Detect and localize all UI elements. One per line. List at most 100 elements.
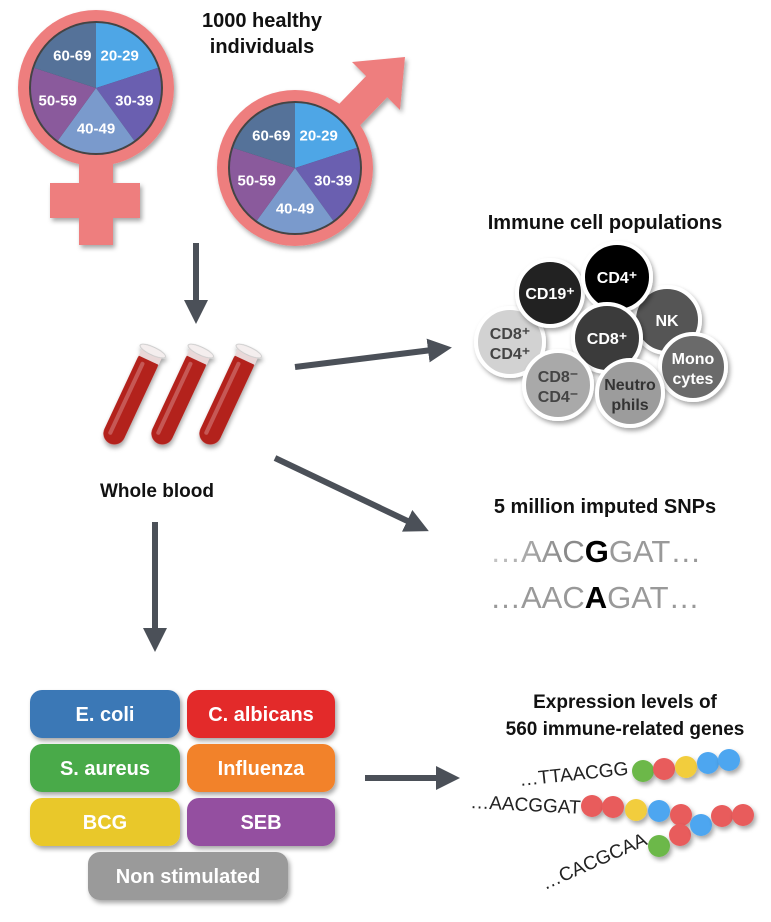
male-pie-slice-40-49 xyxy=(256,168,334,234)
stimulus-label: C. albicans xyxy=(208,704,314,726)
cell-label-line1: CD8⁺ xyxy=(490,326,530,343)
cell-label-line1: CD8⁻ xyxy=(538,369,578,386)
female-pie-slice-20-29 xyxy=(96,23,158,88)
male-pie-label: 60-69 xyxy=(252,127,290,144)
female-pie-label: 30-39 xyxy=(115,92,153,109)
stimulus-e-coli: E. coli xyxy=(30,690,180,738)
expression-bead xyxy=(625,799,647,821)
expression-bead xyxy=(732,804,754,826)
stimulus-label: SEB xyxy=(240,812,281,834)
male-pie-slice-30-39 xyxy=(295,147,360,221)
immune-cell: CD8⁺ xyxy=(571,302,643,374)
cell-label-line1: Mono xyxy=(672,351,715,368)
stimulus-seb: SEB xyxy=(187,798,335,846)
cell-label-line1: CD8⁺ xyxy=(587,331,627,348)
stimulus-influenza: Influenza xyxy=(187,744,335,792)
stimulus-bcg: BCG xyxy=(30,798,180,846)
stimulus-label: E. coli xyxy=(76,704,135,726)
expression-bead xyxy=(602,796,624,818)
expression-bead xyxy=(653,758,675,780)
stimulus-label: S. aureus xyxy=(60,758,150,780)
snp-seq2-variant: A xyxy=(585,580,607,615)
expression-bead xyxy=(711,805,733,827)
sequence-text: …AACGGAT xyxy=(470,792,582,819)
male-pie-slice-60-69 xyxy=(233,103,295,168)
expression-title-line2: 560 immune-related genes xyxy=(506,719,745,740)
expression-bead xyxy=(670,804,692,826)
expression-bead xyxy=(581,795,603,817)
cell-label-line1: NK xyxy=(655,313,679,330)
expression-bead xyxy=(690,814,712,836)
stimulus-label: Influenza xyxy=(218,758,306,780)
stimuli-grid: E. coli C. albicans S. aureus Influenza BCG S… xyxy=(30,690,335,900)
cell-label-line1: CD4⁺ xyxy=(597,270,637,287)
cell-label-line2: CD4⁻ xyxy=(538,389,578,406)
snps-title: 5 million imputed SNPs xyxy=(494,496,716,518)
male-pie-label: 30-39 xyxy=(314,172,352,189)
sequence-text: …TTAACGG xyxy=(518,759,629,791)
whole-blood-label: Whole blood xyxy=(100,481,214,502)
expression-bead xyxy=(648,835,670,857)
stimulus-s-aureus: S. aureus xyxy=(30,744,180,792)
cell-label-line2: phils xyxy=(611,397,648,414)
male-pie-label: 50-59 xyxy=(237,172,275,189)
male-pie-label: 20-29 xyxy=(300,127,338,144)
snp-sequence-2: …AACAGAT… xyxy=(490,580,700,615)
cohort-title-line2: individuals xyxy=(210,36,314,58)
female-pie-label: 20-29 xyxy=(101,47,139,64)
cell-label-line1: Neutro xyxy=(604,377,656,394)
sequence-text: …CACGCAA xyxy=(538,829,650,894)
expression-bead xyxy=(675,756,697,778)
snp-sequence-1: …AACGGAT… xyxy=(490,534,701,569)
stimulus-label: BCG xyxy=(83,812,127,834)
male-pie-label: 40-49 xyxy=(276,200,314,217)
immune-cell: Neutro phils xyxy=(595,358,665,428)
expression-sequence: …TTAACGG xyxy=(518,749,740,791)
expression-bead xyxy=(669,824,691,846)
immune-cell: CD19⁺ xyxy=(515,258,585,328)
arrow-blood-to-snps xyxy=(273,455,429,532)
immune-cell-cluster: CD8⁺ CD4⁺ CD19⁺ NK CD4⁺ CD8⁺ CD8⁻ CD4⁻ Mono cytes… xyxy=(474,241,728,428)
female-pie-label: 50-59 xyxy=(38,92,76,109)
immune-cell: CD8⁺ CD4⁺ xyxy=(474,306,546,378)
snp-seq2-prefix: …AAC xyxy=(490,580,585,615)
cell-label-line1: CD19⁺ xyxy=(525,286,574,303)
cohort-title-line1: 1000 healthy xyxy=(202,10,323,32)
snp-seq2-suffix: GAT… xyxy=(607,580,699,615)
stimulus-c-albicans: C. albicans xyxy=(187,690,335,738)
cell-label-line2: cytes xyxy=(673,371,714,388)
expression-bead xyxy=(648,800,670,822)
expression-sequence: …AACGGAT xyxy=(470,792,692,826)
cell-label-line2: CD4⁺ xyxy=(490,346,530,363)
blood-tube xyxy=(199,343,263,445)
blood-tubes-icon xyxy=(103,343,263,445)
immune-cells-title: Immune cell populations xyxy=(488,212,722,234)
expression-bead xyxy=(718,749,740,771)
immune-cell: CD8⁻ CD4⁻ xyxy=(522,349,594,421)
arrow-blood-to-cells xyxy=(294,338,452,370)
female-pie-slice-40-49 xyxy=(57,88,135,153)
expression-bead xyxy=(697,752,719,774)
male-pie-slice-20-29 xyxy=(295,103,357,168)
female-pie-label: 60-69 xyxy=(53,47,91,64)
female-pie-slice-30-39 xyxy=(96,67,162,141)
expression-sequences: …TTAACGG…AACGGAT …CACGCAA xyxy=(470,749,754,895)
female-pie-slice-60-69 xyxy=(34,23,96,88)
stimulus-label: Non stimulated xyxy=(116,866,260,888)
stimulus-non-stimulated: Non stimulated xyxy=(88,852,288,900)
female-pie-label: 40-49 xyxy=(77,120,115,137)
female-pie-slice-50-59 xyxy=(30,67,96,141)
snp-seq1-suffix: GAT… xyxy=(609,534,701,569)
blood-tube xyxy=(103,343,167,445)
blood-tube xyxy=(151,343,215,445)
immune-cell: Mono cytes xyxy=(658,332,728,402)
immune-cell: CD4⁺ xyxy=(581,241,653,313)
expression-title-line1: Expression levels of xyxy=(533,692,717,713)
expression-bead xyxy=(632,760,654,782)
snp-seq1-variant: G xyxy=(585,534,609,569)
snp-seq1-prefix: …AAC xyxy=(490,534,585,569)
